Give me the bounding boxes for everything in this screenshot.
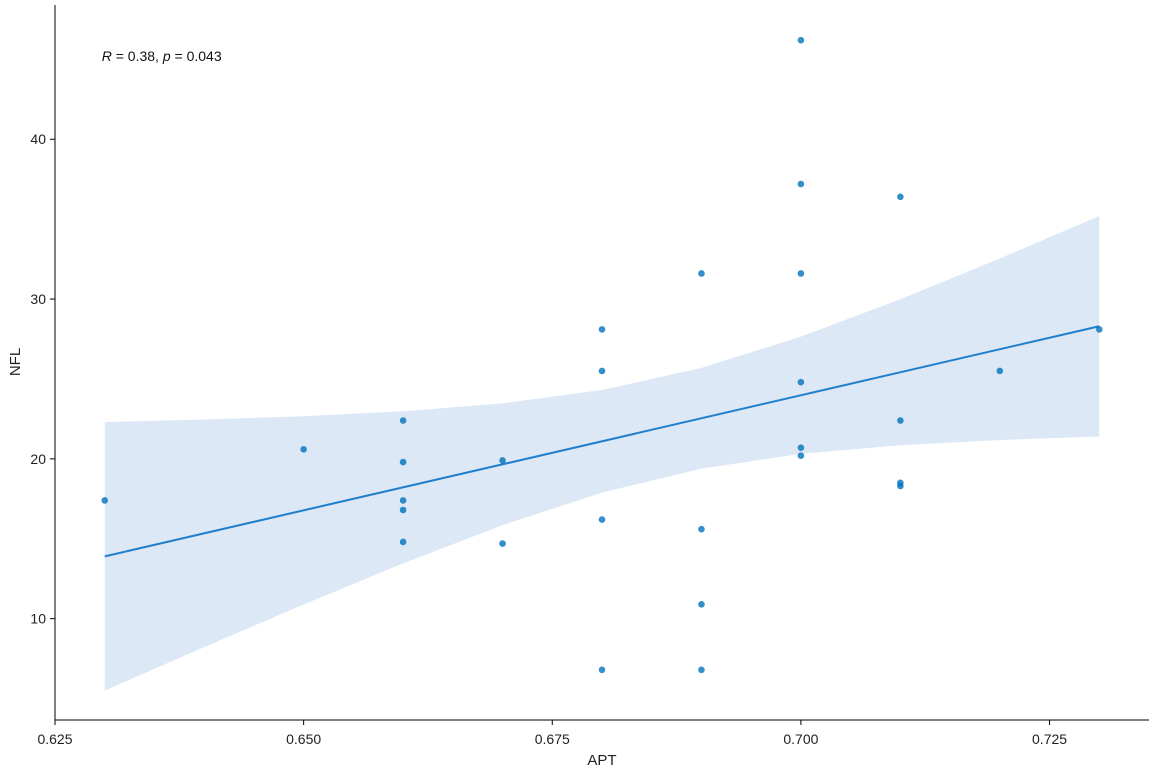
data-point xyxy=(499,540,506,547)
data-point xyxy=(797,452,805,459)
data-point xyxy=(698,666,705,674)
data-point xyxy=(897,193,904,201)
data-point xyxy=(499,457,506,464)
data-point xyxy=(399,506,407,514)
data-point xyxy=(797,180,805,188)
data-point xyxy=(598,326,606,333)
data-point xyxy=(399,417,407,424)
y-tick-label: 20 xyxy=(30,451,46,467)
y-axis-label: NFL xyxy=(7,348,24,376)
p-label: p xyxy=(162,48,171,64)
y-tick-label: 40 xyxy=(30,131,46,147)
data-point xyxy=(101,497,109,504)
x-tick-label: 0.625 xyxy=(37,731,72,747)
x-axis-label: APT xyxy=(587,752,616,769)
data-point xyxy=(698,270,705,277)
x-tick-label: 0.675 xyxy=(535,731,570,747)
y-tick-label: 10 xyxy=(30,611,46,627)
data-point xyxy=(598,516,606,523)
data-point xyxy=(797,378,805,386)
y-tick-label: 30 xyxy=(30,291,46,307)
data-point xyxy=(698,600,705,608)
p-value: = 0.043 xyxy=(171,48,222,64)
data-point xyxy=(897,417,904,424)
x-tick-label: 0.650 xyxy=(286,731,321,747)
correlation-annotation: R = 0.38, p = 0.043 xyxy=(102,48,222,64)
data-point xyxy=(598,367,606,375)
data-point xyxy=(698,525,705,533)
x-tick-label: 0.725 xyxy=(1032,731,1067,747)
x-tick-label: 0.700 xyxy=(783,731,818,747)
regression-line xyxy=(104,325,1100,558)
confidence-ribbon xyxy=(104,215,1100,691)
r-label: R xyxy=(102,48,112,64)
data-point xyxy=(797,270,805,277)
data-point xyxy=(797,36,805,44)
data-point xyxy=(897,482,904,490)
data-point xyxy=(399,538,407,546)
data-point xyxy=(399,458,407,466)
data-point xyxy=(996,367,1004,375)
data-point xyxy=(1095,326,1103,333)
data-point xyxy=(598,666,606,674)
r-value: = 0.38, xyxy=(112,48,163,64)
data-point xyxy=(797,444,805,451)
data-point xyxy=(399,497,407,504)
data-point xyxy=(300,445,307,453)
